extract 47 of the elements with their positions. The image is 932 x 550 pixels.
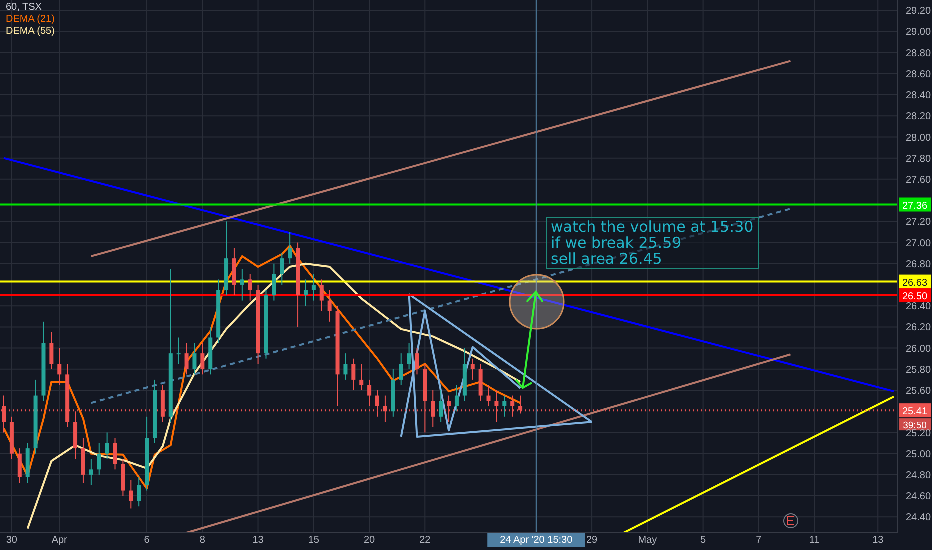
x-tick-label: 24 Apr '20 15:30 xyxy=(500,535,574,546)
y-tick-label: 25.00 xyxy=(906,449,932,460)
y-tick-label: 28.60 xyxy=(906,69,932,80)
y-tick-label: 26.00 xyxy=(906,344,932,355)
text: DEMA (21) xyxy=(6,14,55,26)
ref-line-label: 26.63 xyxy=(902,278,928,289)
ref-line-label: 26.50 xyxy=(902,292,928,303)
x-tick-label: 30 xyxy=(6,535,18,546)
y-tick-label: 28.40 xyxy=(906,90,932,102)
x-tick-label: 22 xyxy=(420,535,432,546)
y-tick-label: 24.40 xyxy=(906,512,932,524)
y-tick-label: 29.20 xyxy=(906,6,932,18)
chart-title: 60, TSX xyxy=(6,2,43,14)
y-tick-label: 25.20 xyxy=(906,428,932,440)
y-tick-label: 26.80 xyxy=(906,259,932,270)
y-tick-label: 25.80 xyxy=(906,364,932,376)
x-tick-label: 5 xyxy=(700,535,707,546)
x-tick-label: 8 xyxy=(200,535,206,546)
text: DEMA (55) xyxy=(6,26,55,38)
y-tick-label: 28.00 xyxy=(906,132,932,144)
y-tick-label: 28.20 xyxy=(906,112,932,123)
x-tick-label: 15 xyxy=(308,535,320,546)
y-tick-label: 28.80 xyxy=(906,48,932,60)
x-tick-label: 13 xyxy=(872,535,884,546)
x-tick-label: 6 xyxy=(144,535,150,546)
y-tick-label: 29.00 xyxy=(906,27,932,38)
annotation: watch the volume at 15:30 xyxy=(551,218,754,236)
y-tick-label: 25.60 xyxy=(906,386,932,398)
x-tick-label: 20 xyxy=(364,535,376,546)
x-tick-label: May xyxy=(638,535,658,546)
y-tick-label: 26.40 xyxy=(906,302,932,313)
y-tick-label: 24.60 xyxy=(906,492,932,503)
y-tick-label: 27.20 xyxy=(906,217,932,228)
x-tick-label: 11 xyxy=(809,535,820,546)
ref-line-label: 25.41 xyxy=(902,406,928,418)
x-tick-label: 29 xyxy=(586,535,598,546)
y-tick-label: 26.20 xyxy=(906,322,932,334)
ref-line-label: 27.36 xyxy=(902,200,928,212)
x-tick-label: 13 xyxy=(252,535,264,546)
x-tick-label: 7 xyxy=(756,535,762,546)
y-tick-label: 27.60 xyxy=(906,174,932,186)
annotation: if we break 25.59 xyxy=(551,234,683,252)
annotation: sell area 26.45 xyxy=(551,250,664,268)
y-tick-label: 24.80 xyxy=(906,470,932,482)
x-tick-label: Apr xyxy=(52,535,68,546)
y-tick-label: 27.00 xyxy=(906,238,932,250)
y-tick-label: 27.80 xyxy=(906,154,932,165)
